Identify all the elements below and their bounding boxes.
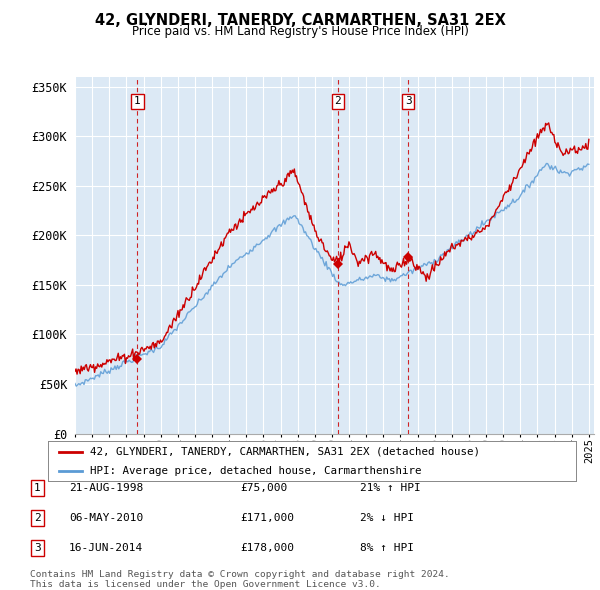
Text: 2% ↓ HPI: 2% ↓ HPI	[360, 513, 414, 523]
Text: 8% ↑ HPI: 8% ↑ HPI	[360, 543, 414, 553]
Text: 1: 1	[134, 97, 141, 106]
Text: 16-JUN-2014: 16-JUN-2014	[69, 543, 143, 553]
Text: 06-MAY-2010: 06-MAY-2010	[69, 513, 143, 523]
Text: HPI: Average price, detached house, Carmarthenshire: HPI: Average price, detached house, Carm…	[90, 466, 422, 476]
Text: £171,000: £171,000	[240, 513, 294, 523]
Text: 3: 3	[34, 543, 41, 553]
Text: 2: 2	[334, 97, 341, 106]
Text: 2: 2	[34, 513, 41, 523]
Text: 3: 3	[405, 97, 412, 106]
Text: 21% ↑ HPI: 21% ↑ HPI	[360, 483, 421, 493]
Text: Contains HM Land Registry data © Crown copyright and database right 2024.
This d: Contains HM Land Registry data © Crown c…	[30, 570, 450, 589]
Text: 21-AUG-1998: 21-AUG-1998	[69, 483, 143, 493]
Text: £178,000: £178,000	[240, 543, 294, 553]
Text: 42, GLYNDERI, TANERDY, CARMARTHEN, SA31 2EX: 42, GLYNDERI, TANERDY, CARMARTHEN, SA31 …	[95, 13, 505, 28]
Text: Price paid vs. HM Land Registry's House Price Index (HPI): Price paid vs. HM Land Registry's House …	[131, 25, 469, 38]
Text: 1: 1	[34, 483, 41, 493]
Text: 42, GLYNDERI, TANERDY, CARMARTHEN, SA31 2EX (detached house): 42, GLYNDERI, TANERDY, CARMARTHEN, SA31 …	[90, 447, 480, 457]
Text: £75,000: £75,000	[240, 483, 287, 493]
